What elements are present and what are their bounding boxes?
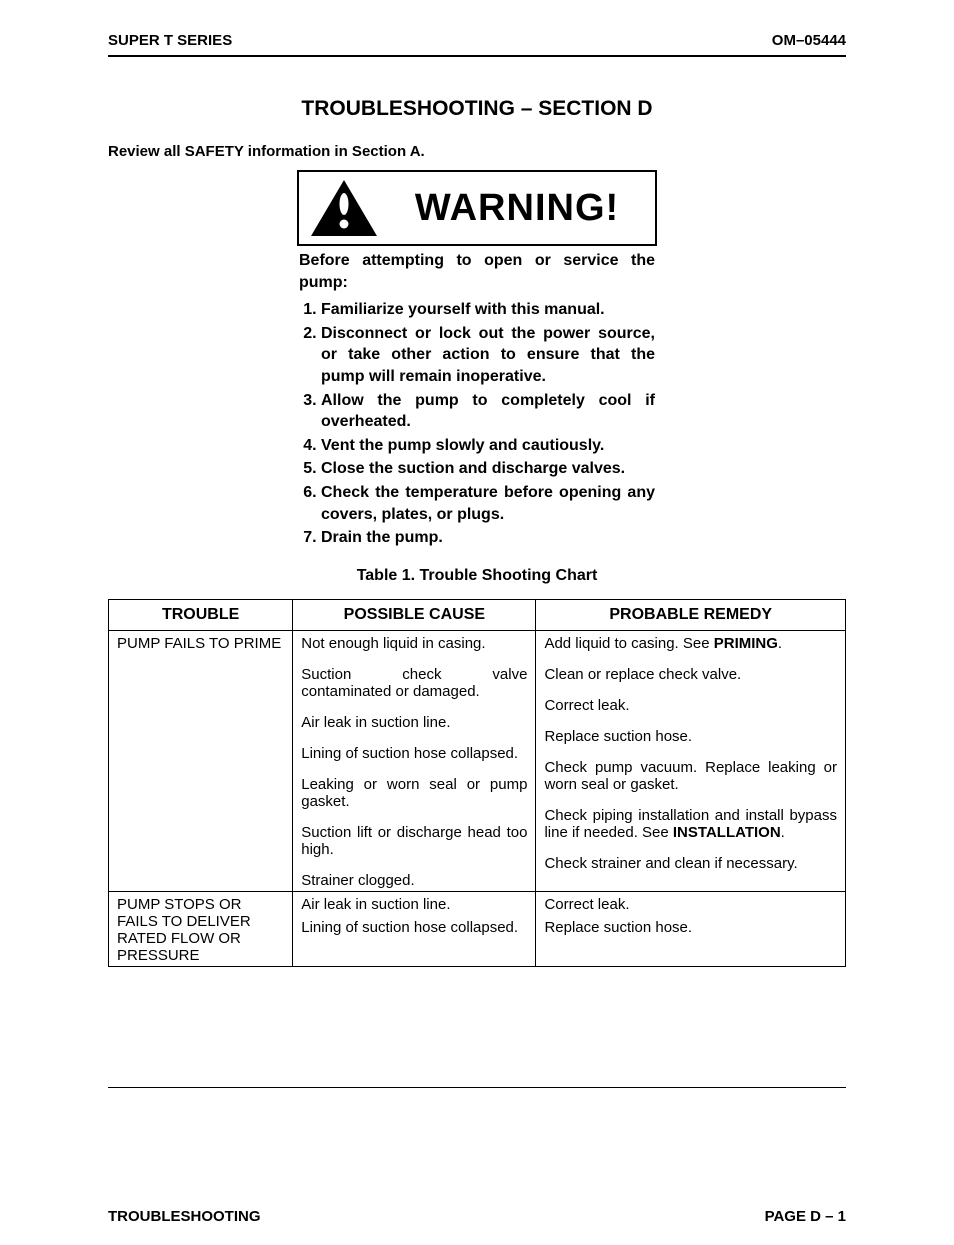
cell-cause: Air leak in suction line. Lining of suct… bbox=[293, 891, 536, 966]
warning-item: Familiarize yourself with this manual. bbox=[321, 299, 655, 321]
section-title: TROUBLESHOOTING – SECTION D bbox=[48, 97, 906, 121]
footer-rule bbox=[108, 1087, 846, 1088]
warning-banner: WARNING! bbox=[297, 170, 657, 246]
cause-text: Air leak in suction line. bbox=[301, 714, 527, 731]
cause-text: Suction lift or discharge head too high. bbox=[301, 824, 527, 858]
cause-text: Lining of suction hose collapsed. bbox=[301, 745, 527, 762]
cause-text: Air leak in suction line. bbox=[301, 896, 527, 913]
troubleshooting-table: TROUBLE POSSIBLE CAUSE PROBABLE REMEDY P… bbox=[108, 599, 846, 967]
th-cause: POSSIBLE CAUSE bbox=[293, 599, 536, 630]
warning-item: Drain the pump. bbox=[321, 527, 655, 549]
page-footer: TROUBLESHOOTING PAGE D – 1 bbox=[48, 1208, 906, 1225]
header-right: OM–05444 bbox=[772, 32, 846, 49]
warning-block: WARNING! Before attempting to open or se… bbox=[297, 170, 657, 549]
footer-right: PAGE D – 1 bbox=[765, 1208, 846, 1225]
cell-cause: Not enough liquid in casing. Suction che… bbox=[293, 630, 536, 891]
warning-list: Familiarize yourself with this manual. D… bbox=[299, 299, 655, 549]
remedy-text: Correct leak. bbox=[544, 896, 837, 913]
cell-remedy: Add liquid to casing. See PRIMING. Clean… bbox=[536, 630, 846, 891]
cause-text: Suction check valve contaminated or dama… bbox=[301, 666, 527, 700]
warning-triangle-icon bbox=[309, 178, 379, 238]
cell-remedy: Correct leak. Replace suction hose. bbox=[536, 891, 846, 966]
cause-text: Not enough liquid in casing. bbox=[301, 635, 527, 652]
cause-text: Lining of suction hose collapsed. bbox=[301, 919, 527, 936]
cell-trouble: PUMP STOPS OR FAILS TO DELIVER RATED FLO… bbox=[109, 891, 293, 966]
remedy-text: Check strainer and clean if necessary. bbox=[544, 855, 837, 872]
remedy-text: Check piping installation and install by… bbox=[544, 807, 837, 841]
table-row: PUMP STOPS OR FAILS TO DELIVER RATED FLO… bbox=[109, 891, 846, 966]
remedy-text: Clean or replace check valve. bbox=[544, 666, 837, 683]
th-trouble: TROUBLE bbox=[109, 599, 293, 630]
warning-item: Check the temperature before opening any… bbox=[321, 482, 655, 525]
remedy-text: Correct leak. bbox=[544, 697, 837, 714]
header-rule bbox=[108, 55, 846, 57]
remedy-text: Replace suction hose. bbox=[544, 728, 837, 745]
warning-body: Before attempting to open or service the… bbox=[297, 246, 657, 549]
table-row: PUMP FAILS TO PRIME Not enough liquid in… bbox=[109, 630, 846, 891]
warning-label: WARNING! bbox=[389, 187, 645, 230]
review-safety-line: Review all SAFETY information in Section… bbox=[48, 143, 906, 160]
warning-item: Allow the pump to completely cool if ove… bbox=[321, 390, 655, 433]
footer-left: TROUBLESHOOTING bbox=[108, 1208, 261, 1225]
cell-trouble: PUMP FAILS TO PRIME bbox=[109, 630, 293, 891]
table-caption: Table 1. Trouble Shooting Chart bbox=[48, 567, 906, 585]
remedy-text: Replace suction hose. bbox=[544, 919, 837, 936]
cause-text: Strainer clogged. bbox=[301, 872, 527, 889]
remedy-text: Add liquid to casing. See PRIMING. bbox=[544, 635, 837, 652]
warning-item: Vent the pump slowly and cautiously. bbox=[321, 435, 655, 457]
warning-item: Disconnect or lock out the power source,… bbox=[321, 323, 655, 388]
th-remedy: PROBABLE REMEDY bbox=[536, 599, 846, 630]
warning-intro: Before attempting to open or service the… bbox=[299, 250, 655, 293]
header-left: SUPER T SERIES bbox=[108, 32, 232, 49]
remedy-text: Check pump vacuum. Replace leaking or wo… bbox=[544, 759, 837, 793]
cause-text: Leaking or worn seal or pump gasket. bbox=[301, 776, 527, 810]
warning-item: Close the suction and discharge valves. bbox=[321, 458, 655, 480]
page-header: SUPER T SERIES OM–05444 bbox=[48, 32, 906, 55]
